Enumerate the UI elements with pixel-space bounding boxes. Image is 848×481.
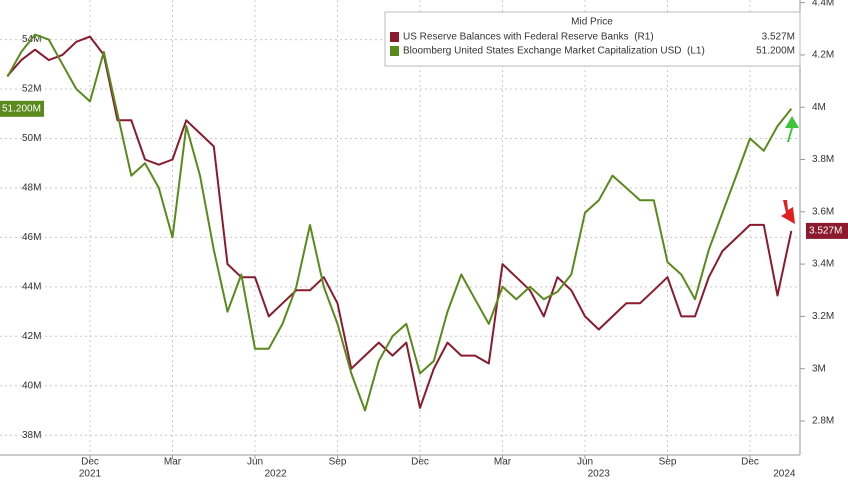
series-line [6, 35, 793, 409]
legend-box [384, 11, 801, 67]
x-group-label: 2021 [79, 469, 102, 480]
x-tick-label: Dec [411, 457, 429, 468]
last-value-tag: 51.200M [0, 100, 44, 117]
y2-tick-label: 4.4M [812, 0, 834, 8]
legend-label: US Reserve Balances with Federal Reserve… [403, 32, 654, 43]
x-tick-label: Jun [247, 457, 263, 468]
y-tick-label: 38M [22, 430, 41, 441]
x-group-label: 2024 [773, 469, 796, 480]
y2-tick-label: 4M [812, 102, 826, 113]
legend-swatch [390, 32, 399, 42]
last-value-tag-box [0, 100, 44, 117]
x-tick-label: Dec [81, 457, 99, 468]
x-tick-label: Sep [659, 457, 677, 468]
y2-tick-label: 3.4M [812, 259, 834, 270]
up-arrow [785, 116, 799, 142]
legend-swatch [390, 46, 399, 56]
legend: Mid Price US Reserve Balances with Federa… [384, 11, 801, 67]
last-value-tag-label: 51.200M [2, 103, 41, 114]
legend-value: 51.200M [756, 46, 795, 57]
x-tick-label: Mar [494, 457, 512, 468]
y-tick-label: 42M [22, 331, 41, 342]
legend-title: Mid Price [571, 17, 613, 28]
x-group-label: 2023 [588, 469, 611, 480]
x-tick-label: Sep [329, 457, 347, 468]
last-value-tag-label: 3.527M [809, 226, 842, 237]
y2-tick-label: 3.8M [812, 154, 834, 165]
y-tick-label: 40M [22, 380, 41, 391]
legend-value: 3.527M [762, 32, 795, 43]
last-value-tag: 3.527M [806, 222, 848, 239]
y-tick-label: 46M [22, 232, 41, 243]
y2-tick-label: 3.2M [812, 311, 834, 322]
series-line [6, 33, 793, 412]
x-tick-label: Dec [741, 457, 759, 468]
y2-tick-label: 3M [812, 363, 826, 374]
y2-tick-label: 4.2M [812, 50, 834, 61]
y2-tick-label: 3.6M [812, 206, 834, 217]
y-tick-label: 52M [22, 84, 41, 95]
y2-tick-label: 2.8M [812, 416, 834, 427]
last-value-tag-box [806, 222, 848, 239]
x-tick-label: Mar [164, 457, 182, 468]
y-tick-label: 44M [22, 281, 41, 292]
legend-label: Bloomberg United States Exchange Market … [403, 46, 705, 57]
down-arrow [781, 200, 795, 224]
y-tick-label: 50M [22, 133, 41, 144]
x-tick-label: Jun [577, 457, 593, 468]
x-group-label: 2022 [265, 469, 288, 480]
y-tick-label: 48M [22, 183, 41, 194]
